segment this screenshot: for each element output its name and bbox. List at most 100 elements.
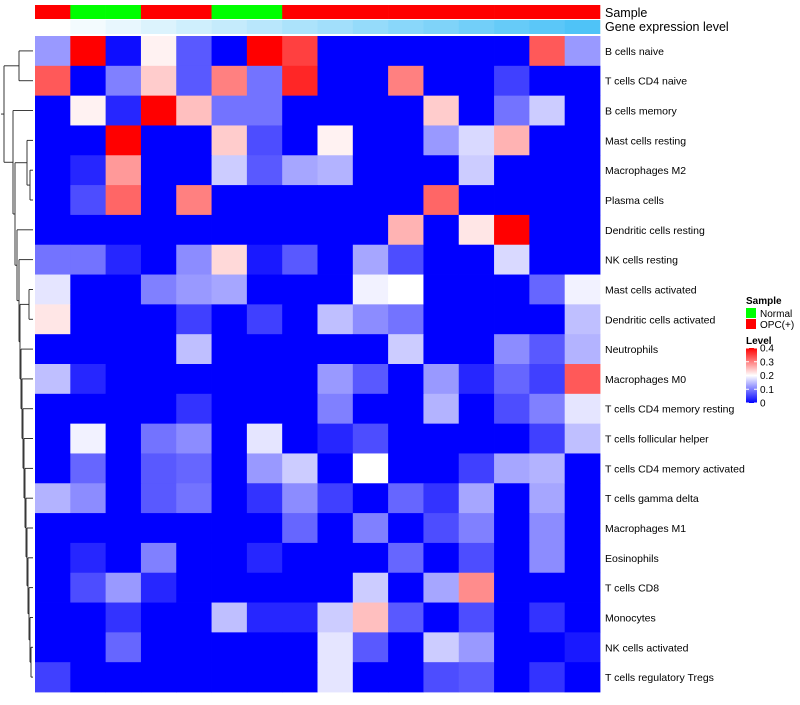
heatmap-cell (529, 95, 566, 126)
heatmap-cell (529, 483, 566, 514)
heatmap-cell (282, 274, 318, 305)
heatmap-cell (35, 274, 71, 305)
heatmap-cell (423, 95, 460, 126)
heatmap-cell (352, 304, 389, 335)
heatmap-cell (352, 364, 389, 395)
sample-anno-cell (140, 5, 177, 19)
heatmap-cell (246, 364, 283, 395)
heatmap-cell (317, 65, 354, 97)
heatmap-cell (176, 95, 212, 126)
heatmap-cell (317, 602, 354, 633)
heatmap-cell (211, 334, 248, 365)
legend-tick-label: 0.1 (760, 385, 774, 396)
sample-anno-cell (423, 5, 460, 19)
row-label: T cells CD4 memory resting (605, 404, 734, 416)
heatmap-cell (388, 95, 424, 126)
heatmap-cell (35, 334, 71, 365)
heatmap-cell (140, 244, 177, 275)
heatmap-cell (564, 423, 601, 454)
row-label: Mast cells resting (605, 135, 686, 147)
heatmap-cell (423, 304, 460, 335)
heatmap-cell (140, 483, 177, 514)
heatmap-cell (105, 185, 142, 216)
heatmap-cell (529, 65, 566, 97)
heatmap-cell (564, 214, 601, 246)
heatmap-cell (458, 125, 495, 156)
heatmap-cell (564, 155, 601, 186)
expression-anno-cell (211, 20, 248, 34)
heatmap-cells (35, 36, 601, 693)
heatmap-cell (423, 453, 460, 484)
row-label: T cells CD4 memory activated (605, 463, 745, 475)
legend-label-normal: Normal (760, 309, 792, 320)
heatmap-cell (176, 244, 212, 275)
heatmap-cell (282, 572, 318, 603)
heatmap-cell (35, 244, 71, 275)
expression-anno-cell (352, 20, 389, 34)
row-label: NK cells resting (605, 255, 678, 267)
heatmap-cell (494, 423, 530, 454)
heatmap-cell (282, 214, 318, 246)
heatmap-cell (317, 662, 354, 693)
heatmap-cell (211, 95, 248, 126)
heatmap-cell (35, 214, 71, 246)
heatmap-cell (176, 542, 212, 574)
heatmap-cell (494, 274, 530, 305)
heatmap-cell (176, 453, 212, 484)
row-label: Eosinophils (605, 553, 659, 565)
heatmap-cell (246, 304, 283, 335)
row-label: Dendritic cells activated (605, 314, 715, 326)
heatmap-cell (105, 542, 142, 574)
heatmap-cell (529, 453, 566, 484)
legend-label-opc: OPC(+) (760, 320, 794, 331)
heatmap-cell (35, 513, 71, 544)
heatmap-cell (317, 364, 354, 395)
heatmap-cell (423, 185, 460, 216)
heatmap-cell (388, 125, 424, 156)
heatmap-cell (140, 155, 177, 186)
heatmap-cell (317, 304, 354, 335)
expression-annotation-label: Gene expression level (605, 20, 729, 34)
legend-tick-label: 0.3 (760, 357, 774, 368)
heatmap-cell (211, 602, 248, 633)
heatmap-cell (35, 393, 71, 425)
legend-tick-label: 0.2 (760, 371, 774, 382)
heatmap-cell (140, 453, 177, 484)
heatmap-cell (140, 393, 177, 425)
heatmap-cell (494, 36, 530, 67)
row-label: T cells regulatory Tregs (605, 672, 714, 684)
heatmap-cell (211, 393, 248, 425)
heatmap-cell (458, 602, 495, 633)
heatmap-cell (458, 572, 495, 603)
heatmap-cell (176, 602, 212, 633)
heatmap-cell (35, 155, 71, 186)
heatmap-cell (211, 274, 248, 305)
row-label: Monocytes (605, 612, 656, 624)
heatmap-cell (458, 542, 495, 574)
heatmap-cell (70, 95, 107, 126)
heatmap-cell (317, 483, 354, 514)
heatmap-cell (388, 602, 424, 633)
sample-anno-cell (494, 5, 530, 19)
heatmap-cell (70, 304, 107, 335)
heatmap-cell (140, 304, 177, 335)
heatmap-cell (352, 423, 389, 454)
heatmap-cell (70, 602, 107, 633)
heatmap-cell (246, 65, 283, 97)
legend-swatch-normal (746, 308, 756, 318)
heatmap-cell (105, 304, 142, 335)
heatmap-cell (494, 125, 530, 156)
heatmap-cell (282, 602, 318, 633)
heatmap-cell (352, 393, 389, 425)
heatmap-cell (388, 244, 424, 275)
heatmap-cell (246, 542, 283, 574)
heatmap-cell (211, 244, 248, 275)
heatmap-cell (317, 125, 354, 156)
heatmap-cell (352, 334, 389, 365)
heatmap-cell (458, 274, 495, 305)
heatmap-cell (388, 423, 424, 454)
heatmap-cell (564, 632, 601, 663)
heatmap-cell (176, 513, 212, 544)
expression-anno-cell (564, 20, 601, 34)
sample-anno-cell (352, 5, 389, 19)
